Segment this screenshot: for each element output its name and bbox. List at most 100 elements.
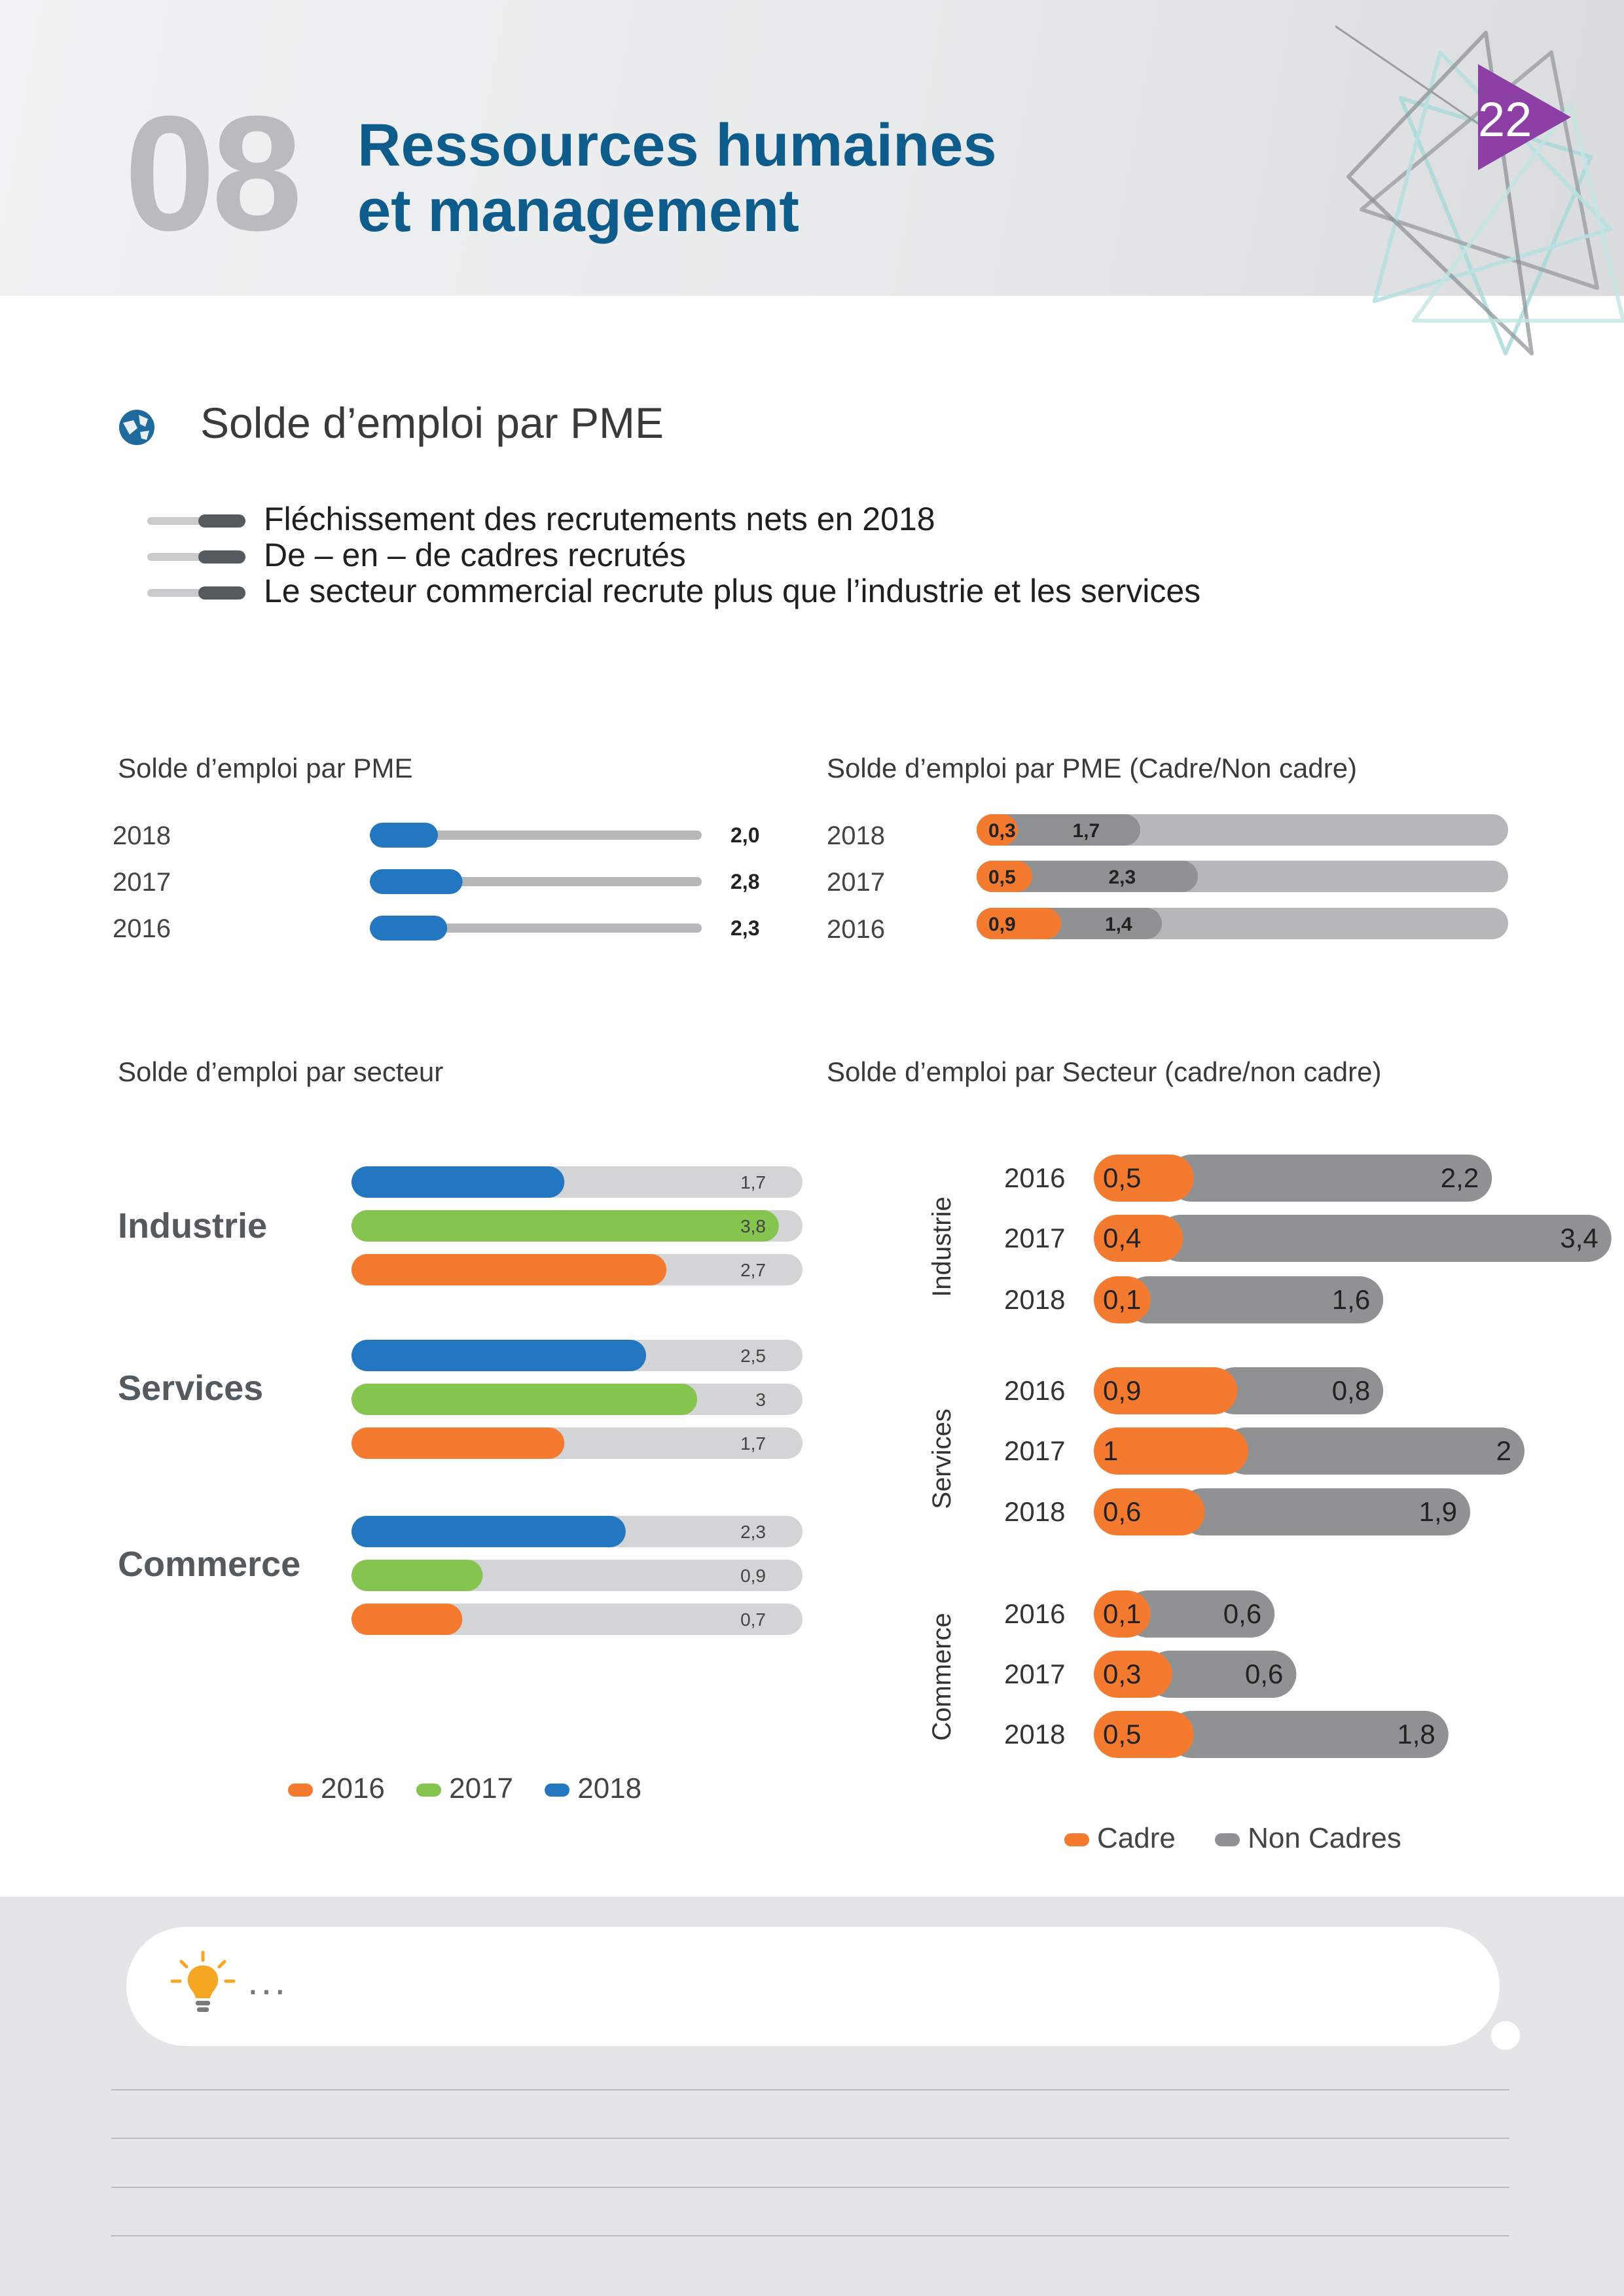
bar-track (370, 924, 702, 933)
data-label: 0,9 (988, 914, 1016, 935)
year-label: 2016 (1004, 1375, 1065, 1406)
legend-cadre: Cadre (1064, 1822, 1176, 1854)
bullet-marker (147, 586, 245, 600)
year-label: 2016 (113, 914, 171, 943)
bar (352, 1166, 565, 1198)
chart3-legend: 2016 2017 2018 (288, 1772, 641, 1805)
data-label: 0,3 (988, 820, 1016, 842)
bar-cadre (1094, 1488, 1205, 1535)
data-label: 2,5 (740, 1346, 766, 1366)
data-label: 0,6 (1103, 1496, 1141, 1527)
data-label: 2,2 (1441, 1162, 1479, 1193)
bar-track (370, 831, 702, 840)
chapter-title-line1: Ressources humaines (357, 112, 997, 179)
note-line (111, 2187, 1509, 2188)
sector-label: Services (928, 1408, 956, 1509)
bar-non-cadre (1168, 1155, 1492, 1202)
year-label: 2018 (1004, 1719, 1065, 1749)
note-box (126, 1927, 1500, 2046)
data-label: 1 (1103, 1435, 1118, 1466)
data-label: 0,9 (1103, 1375, 1141, 1406)
data-label: 2,7 (740, 1260, 766, 1280)
bar-cadre (1094, 1215, 1183, 1262)
legend-2016: 2016 (288, 1772, 385, 1804)
bar-cadre (977, 908, 1061, 939)
bar-cadre (977, 861, 1032, 892)
data-label: 3,4 (1560, 1223, 1598, 1253)
bar-cadre (1094, 1427, 1248, 1475)
data-label: 0,5 (1103, 1162, 1141, 1193)
sector-label: Commerce (118, 1545, 300, 1584)
bar-non-cadre (1178, 1488, 1470, 1535)
globe-icon (119, 410, 154, 445)
data-label: 1,6 (1332, 1284, 1370, 1315)
year-label: 2017 (113, 868, 171, 897)
sector-label: Services (118, 1369, 263, 1408)
chapter-title: Ressources humaines et management (357, 113, 997, 243)
data-label: 2,3 (1109, 867, 1136, 888)
data-label: 1,4 (1105, 914, 1132, 935)
data-label: 0,4 (1103, 1223, 1141, 1253)
bar (352, 1210, 779, 1242)
bar-non-cadre (1124, 1590, 1275, 1638)
data-label: 2,0 (731, 823, 759, 847)
bar-cadre (1094, 1276, 1151, 1323)
legend-2017: 2017 (416, 1772, 513, 1804)
bar-non-cadre (977, 814, 1140, 846)
data-label: 0,1 (1103, 1284, 1141, 1315)
bar (352, 1604, 463, 1635)
chart1-title: Solde d’emploi par PME (118, 753, 413, 783)
year-label: 2017 (1004, 1435, 1065, 1466)
chart4-title: Solde d’emploi par Secteur (cadre/non ca… (827, 1056, 1382, 1087)
year-label: 2018 (113, 821, 171, 850)
legend-non-cadres: Non Cadres (1215, 1822, 1401, 1854)
sector-label: Industrie (928, 1196, 956, 1297)
year-label: 2018 (827, 821, 885, 850)
note-line (111, 2235, 1509, 2236)
bar (370, 869, 463, 894)
year-label: 2017 (1004, 1223, 1065, 1253)
bar-track (352, 1604, 803, 1635)
bar-non-cadre (977, 861, 1198, 892)
note-tail (1491, 2021, 1520, 2050)
data-label: 1,7 (740, 1172, 766, 1193)
bar-non-cadre (1222, 1427, 1525, 1475)
data-label: 1,9 (1419, 1496, 1457, 1527)
bar (352, 1427, 565, 1459)
year-label: 2016 (827, 915, 885, 944)
legend-2018: 2018 (545, 1772, 641, 1804)
bar-non-cadre (1211, 1367, 1384, 1414)
chapter-title-line2: et management (357, 177, 799, 244)
bullet-text: Fléchissement des recrutements nets en 2… (264, 501, 935, 537)
bar (352, 1516, 626, 1547)
sector-label: Commerce (928, 1613, 956, 1741)
data-label: 1,8 (1397, 1719, 1435, 1749)
bar (370, 916, 448, 941)
data-label: 0,6 (1223, 1598, 1261, 1629)
bar-cadre (1094, 1590, 1151, 1638)
data-label: 0,5 (988, 867, 1016, 888)
header-band (0, 0, 1624, 296)
bullet-text: De – en – de cadres recrutés (264, 537, 686, 573)
data-label: 0,9 (740, 1566, 766, 1586)
data-label: 0,6 (1245, 1659, 1283, 1689)
data-label: 3,8 (740, 1216, 766, 1236)
data-label: 2,3 (731, 916, 759, 940)
data-label: 0,1 (1103, 1598, 1141, 1629)
year-label: 2016 (1004, 1162, 1065, 1193)
page-number-triangle (1478, 64, 1571, 170)
bar-cadre (1094, 1651, 1172, 1698)
bar-non-cadre (1168, 1711, 1449, 1758)
bar-non-cadre (1157, 1215, 1612, 1262)
bar (370, 823, 438, 848)
data-label: 3 (755, 1390, 766, 1410)
note-line (111, 2138, 1509, 2139)
data-label: 1,7 (740, 1433, 766, 1454)
sector-label: Industrie (118, 1206, 267, 1246)
bar (352, 1560, 483, 1591)
bar (352, 1340, 646, 1371)
